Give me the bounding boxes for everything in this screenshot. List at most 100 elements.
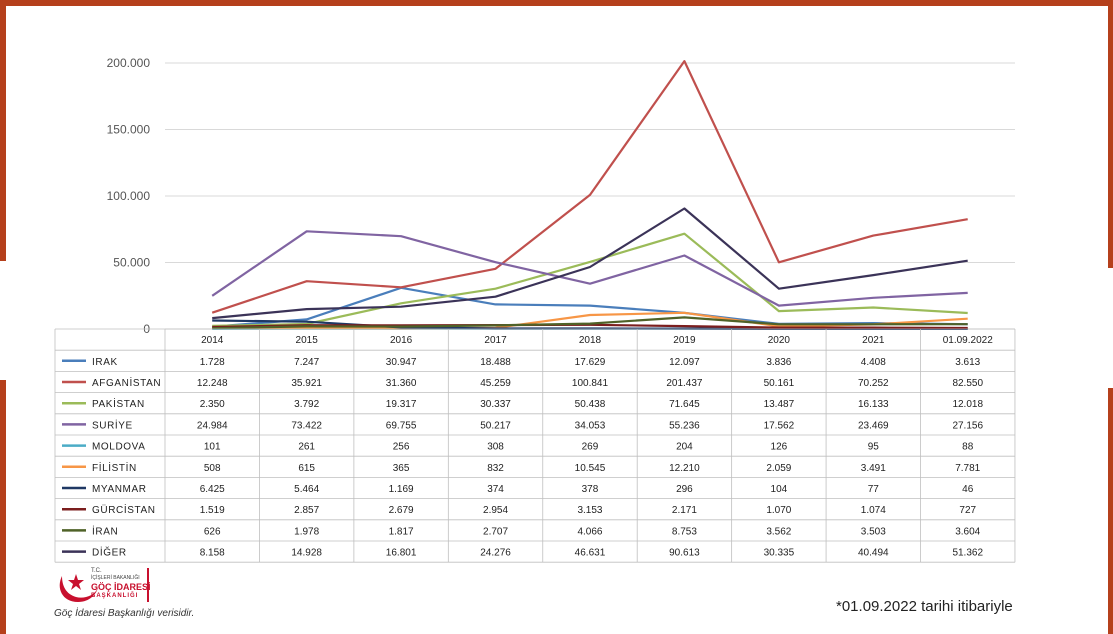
frame-top [0,0,1113,6]
data-label: 50.161 [764,378,795,389]
data-label: 2.171 [672,505,697,516]
logo-line4: BAŞKANLIĞI [91,593,139,599]
data-label: 55.236 [669,420,700,431]
data-label: 30.337 [480,399,511,410]
data-label: 13.487 [764,399,795,410]
data-label: 17.562 [764,420,795,431]
data-label: 615 [298,463,315,474]
legend-label: AFGANİSTAN [92,376,161,389]
data-label: 3.613 [955,357,980,368]
data-label: 296 [676,484,693,495]
data-label: 16.801 [386,548,417,559]
data-label: 1.817 [389,526,414,537]
logo-line2: İÇİŞLERİ BAKANLIĞI [91,575,140,581]
x-tick-label: 2016 [390,335,413,346]
series-line [212,316,968,330]
y-tick-label: 150.000 [107,123,151,137]
data-label: 2.679 [389,505,414,516]
data-label: 365 [393,463,410,474]
data-label: 201.437 [666,378,703,389]
data-label: 3.562 [766,526,791,537]
data-label: 2.350 [200,399,225,410]
data-label: 30.335 [764,548,795,559]
data-label: 45.259 [480,378,511,389]
data-label: 88 [962,442,974,453]
data-label: 3.836 [766,357,791,368]
legend-label: FİLİSTİN [92,461,137,474]
data-label: 4.066 [577,526,602,537]
data-label: 378 [582,484,599,495]
x-tick-label: 2014 [201,335,224,346]
data-label: 77 [868,484,880,495]
data-label: 12.210 [669,463,700,474]
data-label: 101 [204,442,221,453]
legend-label: GÜRCİSTAN [92,503,156,516]
data-label: 374 [487,484,504,495]
data-label: 7.781 [955,463,980,474]
x-tick-label: 2017 [484,335,507,346]
data-label: 51.362 [952,548,983,559]
data-label: 3.491 [861,463,886,474]
data-label: 50.438 [575,399,606,410]
data-label: 832 [487,463,504,474]
data-label: 261 [298,442,315,453]
data-label: 18.488 [480,357,511,368]
legend-label: MOLDOVA [92,442,145,453]
data-label: 269 [582,442,599,453]
logo-line3: GÖÇ İDARESİ [91,582,151,592]
data-label: 34.053 [575,420,606,431]
data-label: 71.645 [669,399,700,410]
data-label: 5.464 [294,484,319,495]
frame-left [0,6,6,261]
data-label: 508 [204,463,221,474]
frame-left-lower [0,380,6,634]
x-tick-label: 2015 [296,335,319,346]
data-label: 73.422 [291,420,322,431]
x-tick-label: 2021 [862,335,885,346]
data-label: 3.604 [955,526,980,537]
data-label: 12.018 [952,399,983,410]
logo-divider [147,568,149,602]
legend-label: MYANMAR [92,484,147,495]
data-label: 46 [962,484,974,495]
data-label: 727 [959,505,976,516]
source-note: Göç İdaresi Başkanlığı verisidir. [54,608,195,619]
data-label: 3.792 [294,399,319,410]
data-label: 12.097 [669,357,700,368]
data-label: 31.360 [386,378,417,389]
data-label: 1.728 [200,357,225,368]
series-line [211,230,968,307]
data-label: 1.070 [766,505,791,516]
data-label: 40.494 [858,548,889,559]
data-label: 46.631 [575,548,606,559]
data-label: 95 [868,442,880,453]
y-tick-label: 200.000 [107,56,151,70]
legend-label: IRAK [92,357,118,368]
data-label: 16.133 [858,399,889,410]
data-label: 7.247 [294,357,319,368]
data-label: 69.755 [386,420,417,431]
data-label: 10.545 [575,463,606,474]
data-label: 8.753 [672,526,697,537]
data-label: 50.217 [480,420,511,431]
series-line [212,207,968,320]
data-label: 24.276 [480,548,511,559]
legend-label: SURİYE [92,418,133,431]
data-label: 1.519 [200,505,225,516]
data-label: 82.550 [952,378,983,389]
data-label: 2.857 [294,505,319,516]
data-label: 100.841 [572,378,609,389]
data-label: 1.169 [389,484,414,495]
data-label: 19.317 [386,399,417,410]
y-tick-label: 50.000 [113,256,150,270]
data-table: 2014 2015 2016 2017 2018 2019 2020 2021 01.09.20… [54,328,1016,563]
data-label: 3.153 [577,505,602,516]
legend-label: DİĞER [92,546,127,559]
data-label: 17.629 [575,357,606,368]
data-label: 308 [487,442,504,453]
series-line [212,232,968,327]
data-label: 27.156 [952,420,983,431]
data-label: 256 [393,442,410,453]
